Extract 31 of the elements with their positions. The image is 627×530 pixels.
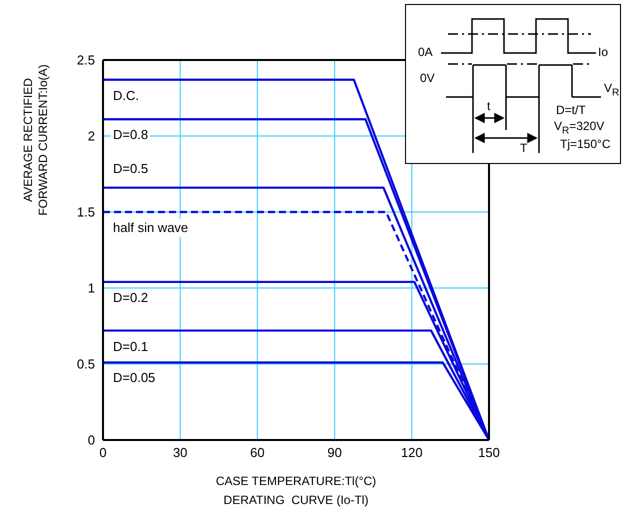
series-label: D=0.05 [111,369,158,388]
text: D=t/T [556,103,586,117]
annotation: 0V [420,71,435,85]
text: T [520,141,528,155]
series-label: D=0.2 [111,288,150,307]
x-tick-label: 0 [99,445,107,460]
series-label: D.C. [111,86,141,105]
y-tick-label: 2.5 [76,52,95,68]
x-tick-label: 90 [327,445,342,460]
series-label: D=0.5 [111,160,150,178]
text: Tj=150°C [560,137,610,151]
y-axis-title: AVERAGE RECTIFIED FORWARD CURRENT:Io(A) [21,63,51,218]
series-label: half sin wave [111,219,190,237]
x-tick-label: 120 [400,445,423,460]
text: 0A [418,45,433,59]
y-tick-label: 0 [88,432,95,448]
series-label: D=0.8 [111,126,150,144]
y-tick-label: 1.5 [76,204,95,220]
text: Io [598,45,608,59]
x-axis-title: CASE TEMPERATURE:Tl(°C) [214,474,378,488]
y-tick-label: 2 [88,128,95,144]
annotation: t [487,99,490,113]
y-tick-label: 1 [88,280,95,296]
text: V$_{R}$ [604,81,620,98]
text: DERATING CURVE (Io-Tl) [224,493,368,507]
x-tick-label: 150 [478,445,500,460]
series-label: D=0.1 [111,338,150,356]
text: V$_{R}$=320V [554,119,604,136]
x-tick-label: 60 [250,445,265,460]
y-tick-label: 0.5 [76,356,95,372]
x-tick-label: 30 [172,445,188,460]
